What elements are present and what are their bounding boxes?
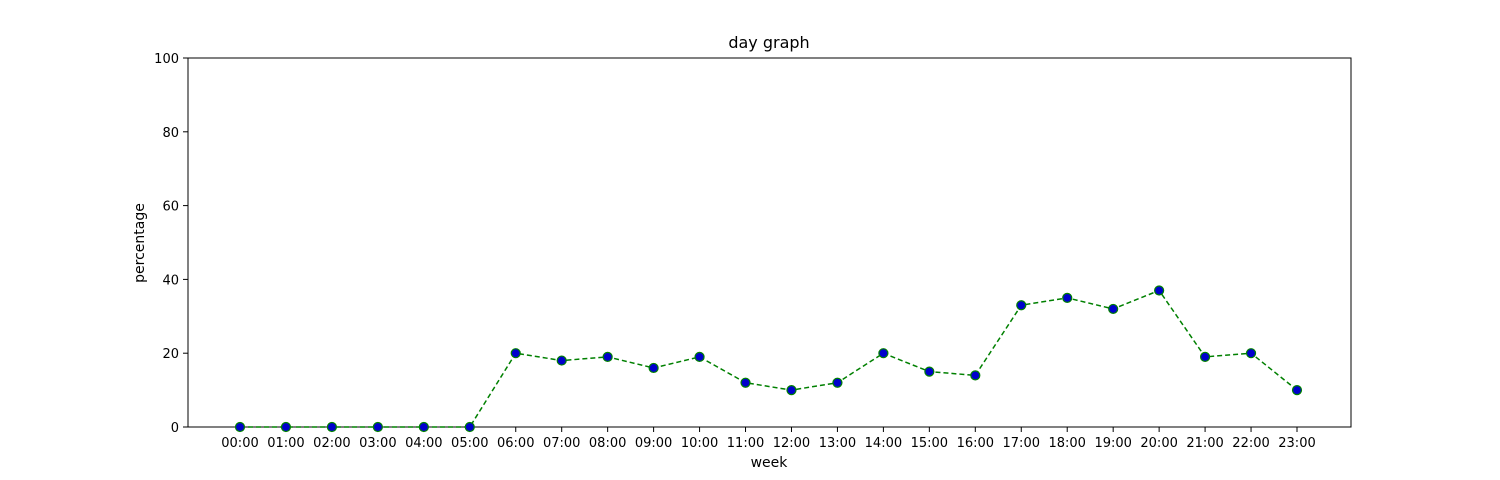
data-point	[326, 421, 338, 433]
data-point	[372, 421, 383, 433]
y-tick-label: 0	[171, 421, 179, 436]
x-tick-label: 20:00	[1140, 436, 1177, 451]
data-point	[786, 385, 797, 396]
axes: 0 20 40 60 80 100 00:00 01:00 02:00 03:00 04:00 05:…	[154, 52, 1352, 451]
x-tick-label: 01:00	[267, 436, 304, 451]
data-point	[1154, 285, 1165, 296]
data-point	[418, 421, 429, 433]
x-tick-label: 02:00	[313, 436, 350, 451]
x-axis-label: week	[751, 455, 789, 471]
plot-frame	[187, 57, 1352, 428]
y-axis-label: percentage	[132, 203, 148, 283]
data-point	[1062, 292, 1073, 303]
x-tick-label: 07:00	[543, 436, 580, 451]
chart-title: day graph	[728, 33, 809, 52]
data-point	[1245, 348, 1257, 359]
data-point	[740, 377, 751, 388]
x-tick-label: 17:00	[1003, 436, 1040, 451]
y-tick-label: 40	[162, 273, 179, 288]
x-tick-label: 00:00	[221, 436, 258, 451]
y-tick-label: 100	[154, 52, 179, 67]
x-tick-label: 18:00	[1048, 436, 1085, 451]
x-tick-label: 05:00	[451, 436, 488, 451]
data-point	[832, 377, 843, 388]
data-point	[648, 362, 659, 374]
x-tick-label: 08:00	[589, 436, 626, 451]
x-tick-label: 16:00	[957, 436, 994, 451]
data-point	[464, 421, 475, 433]
data-point	[280, 421, 292, 433]
data-point	[1108, 303, 1119, 315]
data-point	[510, 348, 521, 359]
data-point	[878, 348, 889, 359]
x-tick-label: 15:00	[911, 436, 948, 451]
data-point	[1199, 351, 1211, 362]
data-point	[602, 351, 613, 362]
x-tick-label: 21:00	[1186, 436, 1223, 451]
x-tick-label: 03:00	[359, 436, 396, 451]
series-line	[240, 289, 1298, 428]
x-tick-label: 11:00	[727, 436, 764, 451]
x-tick-label: 06:00	[497, 436, 534, 451]
y-tick-label: 60	[162, 200, 179, 215]
y-tick-label: 20	[162, 347, 179, 362]
x-tick-label: 19:00	[1094, 436, 1131, 451]
x-tick-label: 23:00	[1278, 436, 1315, 451]
x-tick-label: 13:00	[819, 436, 856, 451]
data-point	[924, 366, 935, 377]
x-tick-label: 12:00	[773, 436, 810, 451]
x-tick-label: 04:00	[405, 436, 442, 451]
series-layer	[234, 285, 1303, 433]
data-point	[1291, 385, 1303, 396]
data-point	[234, 421, 246, 433]
x-tick-label: 14:00	[865, 436, 902, 451]
data-point	[970, 370, 981, 381]
data-point	[556, 355, 567, 366]
x-tick-label: 10:00	[681, 436, 718, 451]
data-point	[694, 351, 705, 362]
x-tick-label: 22:00	[1232, 436, 1269, 451]
x-tick-label: 09:00	[635, 436, 672, 451]
data-point	[1016, 300, 1027, 311]
y-tick-label: 80	[162, 126, 179, 141]
